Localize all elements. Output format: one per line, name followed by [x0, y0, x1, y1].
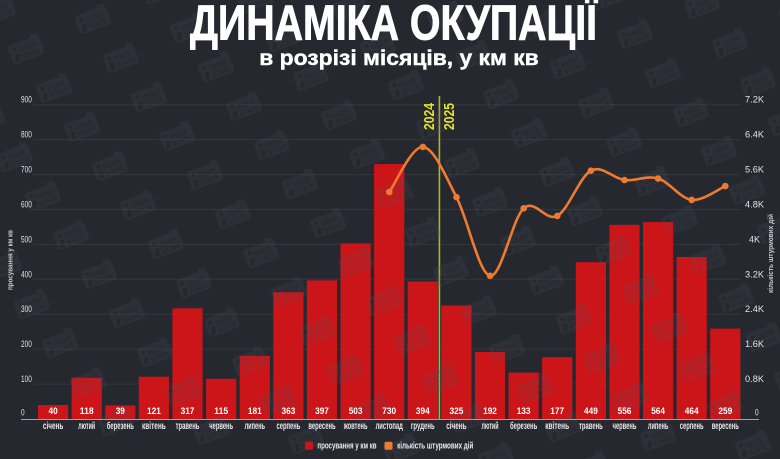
svg-text:400: 400: [21, 269, 32, 279]
svg-text:березень: березень: [107, 420, 135, 432]
svg-text:564: 564: [651, 406, 666, 416]
svg-text:лютий: лютий: [78, 420, 95, 432]
svg-text:червень: червень: [209, 420, 233, 432]
svg-text:300: 300: [21, 304, 32, 314]
svg-text:0.8K: 0.8K: [745, 374, 765, 385]
svg-text:397: 397: [315, 406, 329, 416]
svg-text:317: 317: [181, 406, 195, 416]
svg-text:363: 363: [282, 406, 296, 416]
svg-text:серпень: серпень: [277, 420, 301, 432]
svg-text:кількість штурмових дій: кількість штурмових дій: [766, 214, 775, 293]
svg-text:730: 730: [382, 406, 396, 416]
svg-text:просування у км кв: просування у км кв: [6, 230, 15, 290]
svg-text:600: 600: [21, 200, 32, 210]
svg-text:500: 500: [21, 234, 32, 244]
svg-text:100: 100: [21, 374, 32, 384]
svg-text:7.2K: 7.2K: [745, 95, 765, 106]
svg-text:325: 325: [450, 406, 464, 416]
svg-text:кількість штурмових дій: кількість штурмових дій: [397, 441, 473, 451]
svg-text:липень: липень: [648, 420, 669, 432]
svg-text:800: 800: [21, 130, 32, 140]
svg-text:2.4K: 2.4K: [745, 304, 765, 315]
svg-text:ДИНАМІКА ОКУПАЦІЇ: ДИНАМІКА ОКУПАЦІЇ: [190, 0, 598, 51]
svg-text:квітень: квітень: [142, 420, 166, 432]
svg-text:січень: січень: [446, 420, 467, 432]
svg-text:просування у км кв: просування у км кв: [317, 441, 377, 451]
svg-text:192: 192: [483, 406, 497, 416]
svg-text:квітень: квітень: [545, 420, 569, 432]
svg-text:лютий: лютий: [482, 420, 499, 432]
svg-text:0: 0: [755, 408, 759, 418]
svg-text:181: 181: [248, 406, 262, 416]
svg-text:березень: березень: [510, 420, 538, 432]
svg-text:жовтень: жовтень: [343, 420, 368, 432]
svg-text:177: 177: [550, 406, 564, 416]
svg-text:900: 900: [21, 95, 32, 105]
svg-text:липень: липень: [245, 420, 266, 432]
svg-text:394: 394: [416, 406, 431, 416]
svg-text:115: 115: [214, 406, 228, 416]
svg-text:6.4K: 6.4K: [745, 130, 765, 141]
svg-text:2025: 2025: [441, 103, 458, 130]
svg-text:200: 200: [21, 339, 32, 349]
svg-text:133: 133: [517, 406, 531, 416]
svg-text:39: 39: [116, 406, 125, 416]
svg-text:січень: січень: [43, 420, 64, 432]
svg-text:4.8K: 4.8K: [745, 200, 765, 211]
svg-text:1.6K: 1.6K: [745, 339, 765, 350]
svg-text:449: 449: [584, 406, 598, 416]
svg-text:грудень: грудень: [411, 420, 435, 432]
svg-text:3.2K: 3.2K: [745, 269, 765, 280]
svg-text:700: 700: [21, 165, 32, 175]
svg-text:травень: травень: [579, 420, 603, 432]
svg-text:серпень: серпень: [680, 420, 704, 432]
svg-text:в розрізі місяців, у км кв: в розрізі місяців, у км кв: [259, 47, 539, 70]
svg-text:464: 464: [685, 406, 700, 416]
svg-text:вересень: вересень: [712, 420, 740, 432]
svg-text:листопад: листопад: [376, 420, 403, 432]
svg-text:40: 40: [49, 406, 58, 416]
svg-text:259: 259: [718, 406, 732, 416]
svg-text:2024: 2024: [421, 102, 438, 130]
svg-text:556: 556: [618, 406, 632, 416]
svg-text:5.6K: 5.6K: [745, 165, 765, 176]
svg-text:121: 121: [147, 406, 161, 416]
svg-text:травень: травень: [176, 420, 200, 432]
svg-text:118: 118: [80, 406, 94, 416]
svg-text:0: 0: [21, 408, 25, 418]
svg-text:4K: 4K: [749, 234, 761, 245]
svg-text:вересень: вересень: [308, 420, 336, 432]
svg-text:червень: червень: [613, 420, 637, 432]
svg-text:503: 503: [349, 406, 363, 416]
